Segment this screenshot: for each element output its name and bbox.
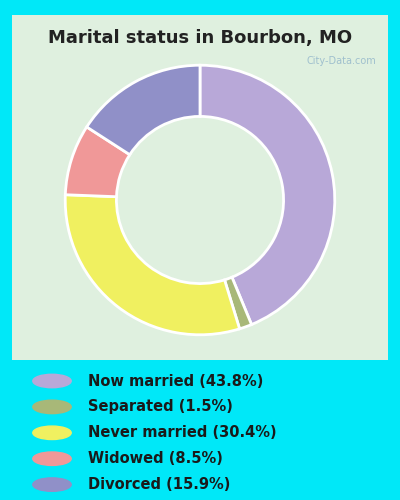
Text: City-Data.com: City-Data.com — [307, 56, 377, 66]
Text: Separated (1.5%): Separated (1.5%) — [88, 400, 233, 414]
Wedge shape — [200, 65, 335, 324]
Circle shape — [33, 452, 71, 466]
Circle shape — [33, 374, 71, 388]
Text: Widowed (8.5%): Widowed (8.5%) — [88, 451, 223, 466]
Text: Never married (30.4%): Never married (30.4%) — [88, 426, 277, 440]
Wedge shape — [65, 127, 130, 196]
Text: Now married (43.8%): Now married (43.8%) — [88, 374, 263, 388]
Wedge shape — [65, 194, 240, 335]
Text: Marital status in Bourbon, MO: Marital status in Bourbon, MO — [48, 29, 352, 47]
Circle shape — [33, 478, 71, 492]
Text: Divorced (15.9%): Divorced (15.9%) — [88, 477, 230, 492]
Circle shape — [33, 426, 71, 440]
Circle shape — [33, 400, 71, 413]
FancyBboxPatch shape — [4, 8, 396, 367]
Wedge shape — [87, 65, 200, 154]
Wedge shape — [224, 277, 252, 329]
